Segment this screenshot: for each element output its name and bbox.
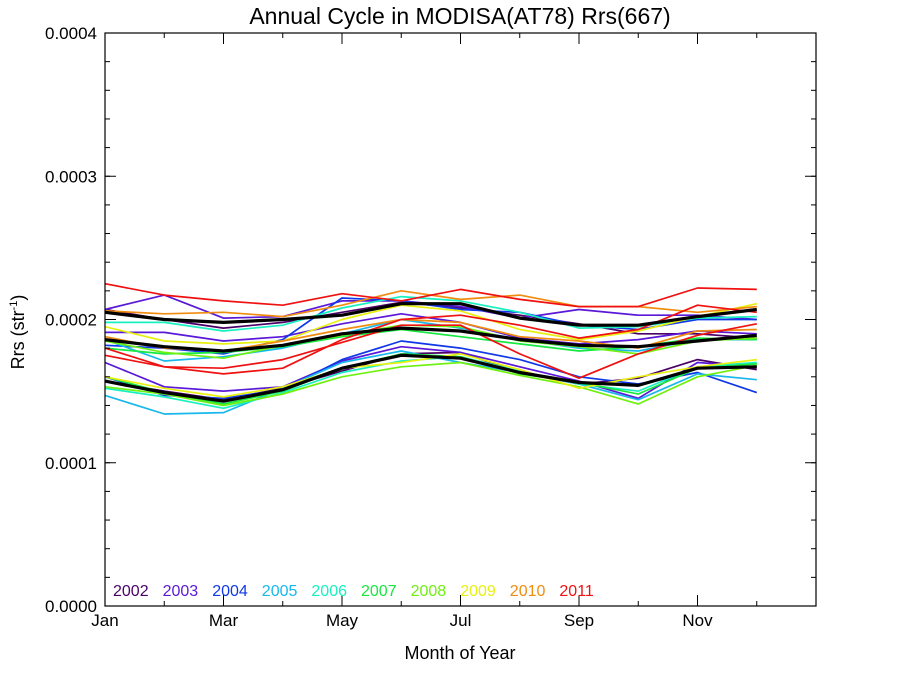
x-tick-label: Sep xyxy=(564,611,594,630)
legend-entry-2009: 2009 xyxy=(460,583,496,600)
x-tick-label: Nov xyxy=(682,611,713,630)
legend-entry-2007: 2007 xyxy=(361,583,397,600)
legend-entry-2003: 2003 xyxy=(163,583,199,600)
axis-ticks: Jan Mar May Jul Sep Nov 0.0000 0.0001 0.0002 0.00… xyxy=(45,24,816,630)
y-tick-label: 0.0002 xyxy=(45,311,97,330)
y-axis-label-close: ) xyxy=(8,295,28,301)
y-axis-label-main: Rrs (str xyxy=(8,310,28,369)
series-line-24 xyxy=(104,326,757,353)
series-line-21 xyxy=(104,304,757,375)
legend-entry-2006: 2006 xyxy=(311,583,347,600)
series-line-14 xyxy=(104,361,757,407)
y-tick-label: 0.0000 xyxy=(45,597,97,616)
y-tick-label: 0.0001 xyxy=(45,454,97,473)
x-tick-label: Jul xyxy=(450,611,472,630)
y-axis-label: Rrs (str-1) xyxy=(8,295,28,370)
x-axis-label: Month of Year xyxy=(404,643,515,663)
legend-entry-2010: 2010 xyxy=(510,583,546,600)
x-tick-label: Jan xyxy=(91,611,118,630)
chart-title: Annual Cycle in MODISA(AT78) Rrs(667) xyxy=(249,3,670,29)
legend-entry-2005: 2005 xyxy=(262,583,298,600)
legend-entry-2008: 2008 xyxy=(411,583,447,600)
series-line-17 xyxy=(104,302,757,345)
y-tick-label: 0.0004 xyxy=(45,24,97,43)
plot-area xyxy=(104,282,758,415)
y-tick-label: 0.0003 xyxy=(45,167,97,186)
x-tick-label: May xyxy=(326,611,359,630)
legend-entry-2004: 2004 xyxy=(212,583,248,600)
legend-entry-2002: 2002 xyxy=(113,583,149,600)
series-line-23 xyxy=(104,302,757,327)
legend: 2002 2003 2004 2005 2006 2007 2008 2009 2010 2011 xyxy=(113,583,594,600)
y-axis-label-superscript: -1 xyxy=(8,301,20,311)
series-line-22 xyxy=(104,322,757,380)
series-line-20 xyxy=(104,282,757,308)
series-line-25 xyxy=(104,353,757,403)
x-tick-label: Mar xyxy=(209,611,239,630)
legend-entry-2011: 2011 xyxy=(559,583,594,600)
series-line-4 xyxy=(104,345,757,400)
